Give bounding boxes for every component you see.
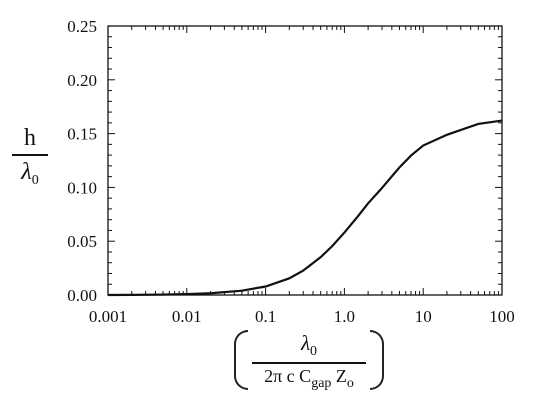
x-label-numerator: λ0 [252, 331, 366, 359]
x-label-left-paren [234, 330, 248, 390]
x-tick-label: 10 [415, 307, 432, 326]
y-tick-label: 0.10 [67, 178, 97, 197]
x-label-denominator: 2π c Cgap Zo [252, 366, 366, 392]
axis-ticks [107, 25, 502, 296]
x-label-den-sub-1: gap [311, 376, 332, 392]
x-axis-label: λ0 2π c Cgap Zo [234, 326, 384, 394]
x-label-den-part-1: 2π c C [264, 366, 312, 387]
y-label-denominator: λ0 [6, 156, 54, 188]
x-label-lambda: λ [300, 331, 311, 355]
y-tick-label: 0.20 [67, 71, 97, 90]
x-tick-label: 0.01 [172, 307, 202, 326]
y-axis-label: h λ0 [6, 126, 54, 188]
y-label-fraction-bar [12, 154, 48, 156]
y-tick-label: 0.00 [67, 286, 97, 305]
x-label-fraction-bar [252, 362, 366, 365]
y-tick-label: 0.15 [67, 125, 97, 144]
x-label-den-part-2: Z [331, 366, 347, 387]
plot-frame [107, 25, 503, 296]
y-label-numerator: h [24, 125, 36, 151]
x-label-right-paren [370, 330, 384, 390]
x-tick-label: 0.1 [255, 307, 276, 326]
x-tick-label: 1.0 [334, 307, 355, 326]
y-tick-labels: 0.00 0.05 0.10 0.15 0.20 0.25 [67, 17, 97, 305]
x-label-numerator-sub: 0 [310, 344, 318, 359]
x-tick-label: 100 [489, 307, 515, 326]
x-label-den-sub-2: o [346, 376, 354, 392]
x-tick-label: 0.001 [89, 307, 127, 326]
series-line [107, 119, 503, 297]
x-label-fraction: λ0 2π c Cgap Zo [252, 331, 366, 392]
y-tick-label: 0.25 [67, 17, 97, 36]
y-label-lambda: λ [21, 159, 32, 185]
y-tick-label: 0.05 [67, 232, 97, 251]
x-tick-labels: 0.001 0.01 0.1 1.0 10 100 [89, 307, 515, 326]
y-label-subscript: 0 [31, 173, 39, 188]
